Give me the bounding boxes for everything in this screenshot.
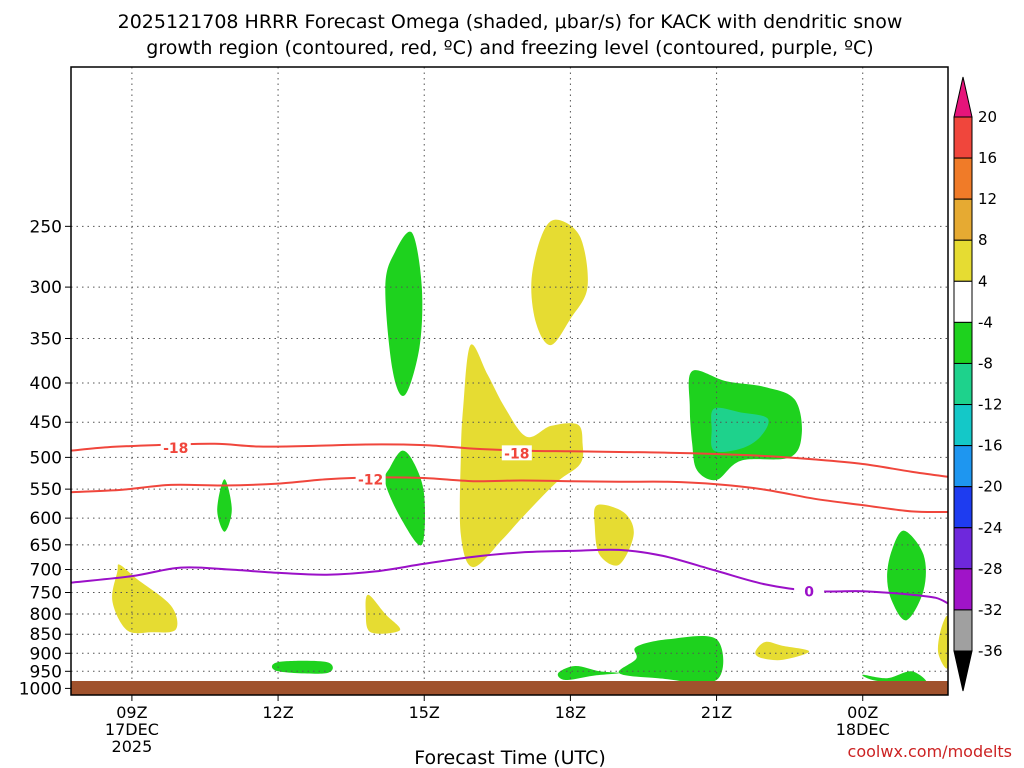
omega-region-12 (755, 641, 810, 661)
time-tick-label-18DEC: 18DEC (836, 720, 890, 739)
plot-area: -18 -18 -12 0 (70, 66, 950, 696)
colorbar-bin-12-16 (953, 157, 973, 200)
omega-region-10 (887, 530, 926, 621)
pressure-tick-label-250: 250 (30, 217, 62, 237)
colorbar-tick--32: -32 (978, 601, 1003, 619)
contour-label-bg--18-1 (501, 445, 532, 461)
time-tick-label-09Z: 09Z (116, 703, 147, 722)
colorbar-tick-4: 4 (978, 272, 988, 290)
colorbar-bin--24--20 (953, 486, 973, 529)
colorbar-tick--36: -36 (978, 642, 1003, 660)
pressure-tick-label-350: 350 (30, 329, 62, 349)
pressure-tick-label-400: 400 (30, 374, 62, 394)
time-tick-label-2025: 2025 (112, 737, 153, 756)
time-tick-label-18Z: 18Z (555, 703, 586, 722)
colorbar-tick-8: 8 (978, 231, 988, 249)
colorbar-bin-4-8 (953, 239, 973, 282)
terrain-band (71, 681, 948, 695)
colorbar-tick--20: -20 (978, 478, 1003, 496)
contour-label--12-0: -12 (358, 472, 383, 488)
colorbar-bin--12--8 (953, 362, 973, 406)
omega-region-11 (937, 615, 950, 669)
colorbar-tick--24: -24 (978, 519, 1003, 537)
pressure-tick-label-900: 900 (30, 644, 62, 664)
colorbar-tick-16: 16 (978, 149, 997, 167)
colorbar-tick-12: 12 (978, 190, 997, 208)
time-tick-label-21Z: 21Z (701, 703, 732, 722)
chart-title-line-2: growth region (contoured, red, ºC) and f… (146, 37, 873, 59)
pressure-tick-label-500: 500 (30, 448, 62, 468)
colorbar-tick--16: -16 (978, 437, 1003, 455)
contour-label-0-0: 0 (804, 585, 814, 601)
chart-title-line-1: 2025121708 HRRR Forecast Omega (shaded, … (118, 11, 903, 33)
omega-region-0 (531, 219, 588, 346)
omega-region-1 (385, 231, 423, 397)
time-tick-label-17DEC: 17DEC (105, 720, 159, 739)
time-tick-label-12Z: 12Z (262, 703, 293, 722)
contour-layer: -18 -18 -12 0 (70, 439, 949, 605)
colorbar-under-triangle (953, 650, 973, 692)
colorbar: 20 16 12 8 4 -4 -8 -12 -16 -20 -24 -28 -32 -36 (953, 76, 1003, 692)
omega-region-14 (557, 665, 620, 681)
contour-line--12 (70, 476, 949, 514)
pressure-tick-label-850: 850 (30, 625, 62, 645)
pressure-tick-label-300: 300 (30, 278, 62, 298)
colorbar-bin--28--24 (953, 527, 973, 570)
colorbar-tick--4: -4 (978, 313, 993, 331)
colorbar-bin--16--12 (953, 404, 973, 447)
time-tick-label-15Z: 15Z (409, 703, 440, 722)
colorbar-bin--20--16 (953, 445, 973, 488)
omega-region-8 (112, 564, 178, 634)
pressure-tick-label-750: 750 (30, 584, 62, 604)
colorbar-bin-8-12 (953, 198, 973, 241)
omega-region-4 (711, 407, 769, 453)
contour-label-bg--12-0 (355, 471, 386, 487)
pressure-tick-label-800: 800 (30, 605, 62, 625)
grid-layer (71, 67, 948, 695)
pressure-tick-label-700: 700 (30, 561, 62, 581)
pressure-axis: 2503003504004505005506006507007508008509… (19, 217, 71, 699)
colorbar-bin-16-20 (953, 116, 973, 159)
pressure-tick-label-950: 950 (30, 662, 62, 682)
colorbar-tick--28: -28 (978, 560, 1003, 578)
contour-label--18-1: -18 (504, 446, 529, 462)
colorbar-bin--36--32 (953, 609, 973, 652)
omega-region-16 (862, 671, 927, 685)
colorbar-bin--4-4 (953, 280, 973, 323)
contour-label-bg--18-0 (160, 439, 191, 455)
contour-label--18-0: -18 (163, 441, 188, 457)
colorbar-tick--8: -8 (978, 354, 993, 372)
omega-region-13 (618, 635, 724, 683)
colorbar-bin--8--4 (953, 321, 973, 364)
x-axis-label: Forecast Time (UTC) (414, 747, 605, 768)
contour-line-0 (70, 548, 949, 605)
plot-background (71, 67, 948, 695)
credit-text: coolwx.com/modelts (848, 742, 1012, 761)
colorbar-tick--12: -12 (978, 396, 1003, 414)
contour-label-bg-0-0 (794, 583, 825, 599)
time-tick-label-00Z: 00Z (847, 703, 878, 722)
colorbar-bin--32--28 (953, 568, 973, 611)
pressure-tick-label-650: 650 (30, 536, 62, 556)
omega-region-5 (384, 450, 425, 546)
colorbar-tick-20: 20 (978, 108, 997, 126)
pressure-tick-label-1000: 1000 (19, 679, 62, 699)
pressure-tick-label-600: 600 (30, 509, 62, 529)
plot-frame (70, 66, 949, 696)
omega-region-9 (365, 594, 401, 634)
pressure-tick-label-550: 550 (30, 480, 62, 500)
colorbar-over-triangle (953, 76, 973, 118)
omega-region-15 (271, 660, 333, 674)
pressure-tick-label-450: 450 (30, 413, 62, 433)
